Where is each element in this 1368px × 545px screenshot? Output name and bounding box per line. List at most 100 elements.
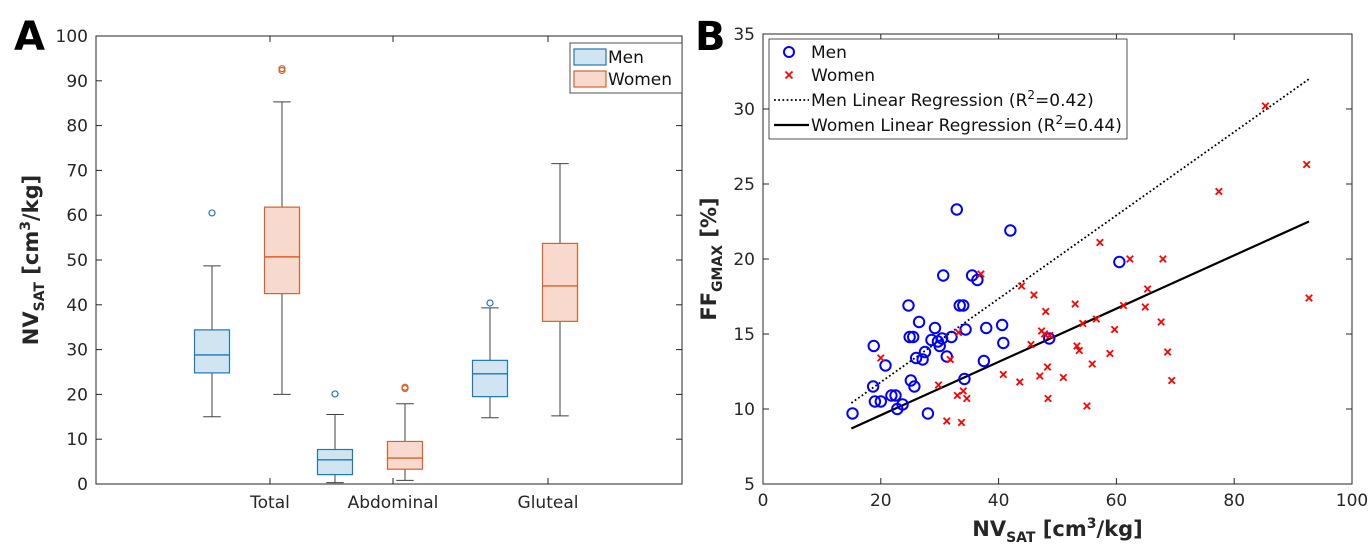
women-point-stroke — [1159, 255, 1167, 263]
women-point-stroke — [1041, 307, 1050, 316]
women-point-stroke — [1215, 187, 1223, 196]
women-point-stroke — [1017, 282, 1026, 290]
y-tick-label-a: 40 — [66, 296, 88, 316]
women-point-stroke — [1059, 373, 1068, 382]
women-point-stroke — [876, 354, 885, 362]
women-point-stroke — [954, 328, 963, 337]
men-point — [902, 299, 915, 312]
y-tick-label-b: 30 — [733, 100, 755, 120]
men-point — [916, 353, 929, 366]
women-point — [1027, 340, 1035, 349]
women-point-stroke — [934, 381, 943, 389]
y-tick-label-a: 90 — [66, 72, 88, 92]
men-point — [921, 407, 935, 420]
outlier-point — [208, 209, 216, 217]
women-point-stroke — [1035, 372, 1044, 380]
women-point — [1119, 301, 1128, 310]
women-point — [1071, 300, 1080, 308]
men-point — [945, 330, 958, 344]
women-point — [946, 355, 955, 364]
men-point — [928, 321, 942, 335]
women-point-stroke — [1071, 300, 1080, 308]
women-point-stroke — [1143, 285, 1152, 293]
y-tick-label-b: 20 — [733, 250, 755, 270]
women-point — [953, 391, 962, 400]
women-point-stroke — [959, 387, 968, 395]
x-tick-label-b: 100 — [1336, 491, 1368, 511]
women-point — [1044, 394, 1052, 403]
legend-label-women: Women — [811, 66, 875, 86]
men-point — [933, 339, 946, 353]
women-point — [1073, 342, 1081, 350]
men-point — [980, 321, 993, 335]
women-point — [1078, 319, 1087, 328]
women-point-stroke — [1106, 349, 1114, 358]
x-tick-label-b: 0 — [758, 491, 769, 511]
y-axis-label-b: FFGMAX [%] — [697, 197, 726, 320]
panel-letter-b: B — [695, 14, 726, 60]
men-point — [867, 339, 880, 353]
x-tick-label-a: Abdominal — [348, 493, 439, 513]
women-point — [1041, 307, 1050, 316]
women-point-stroke — [942, 417, 951, 425]
women-point-stroke — [1092, 315, 1101, 323]
panel-letter-a: A — [14, 14, 45, 60]
women-point-stroke — [1096, 238, 1104, 247]
men-point — [950, 203, 963, 216]
women-point-stroke — [946, 355, 955, 364]
plot-area-a — [95, 35, 683, 485]
women-point — [1059, 373, 1068, 382]
box — [263, 206, 301, 295]
men-point — [937, 269, 950, 282]
y-tick-label-a: 80 — [66, 117, 88, 137]
women-point — [1015, 378, 1024, 386]
women-point-stroke — [1302, 160, 1311, 169]
y-tick-label-a: 70 — [66, 161, 88, 181]
y-tick-label-b: 10 — [733, 400, 755, 420]
women-point-stroke — [1043, 363, 1052, 371]
women-point — [1106, 349, 1114, 358]
men-point — [1113, 255, 1126, 269]
men-point — [874, 395, 887, 408]
x-axis-label-b: NVSAT [cm3/kg] — [972, 516, 1142, 545]
outlier-point — [278, 65, 286, 73]
women-point-stroke — [1027, 340, 1035, 349]
women-point-stroke — [1163, 348, 1172, 356]
men-point — [908, 380, 921, 393]
women-point-stroke — [1141, 303, 1150, 311]
men-point — [879, 359, 892, 372]
legend-label-women-regression: Women Linear Regression (R2=0.44) — [811, 113, 1122, 136]
men-point — [889, 389, 902, 402]
women-point — [876, 354, 885, 362]
women-point — [1159, 255, 1167, 263]
women-point — [1043, 363, 1052, 371]
men-point — [912, 315, 926, 329]
legend-label-men-regression: Men Linear Regression (R2=0.42) — [811, 88, 1094, 111]
men-point — [885, 389, 898, 402]
men-point — [940, 350, 953, 363]
men-point — [1004, 224, 1017, 237]
y-tick-label-a: 60 — [66, 206, 88, 226]
women-point — [1030, 291, 1038, 299]
men-point — [896, 398, 909, 411]
panel-a: A 0 10 20 30 40 50 60 70 80 90 100 NVSAT [cm3/kg] Tot… — [14, 14, 683, 513]
women-point — [1143, 285, 1152, 293]
women-point — [957, 418, 966, 427]
women-point-stroke — [957, 418, 966, 427]
men-point — [906, 330, 920, 344]
men-point — [953, 299, 966, 312]
box — [386, 440, 424, 470]
women-point-stroke — [1261, 102, 1270, 110]
men-point — [957, 299, 970, 312]
outlier-point — [486, 299, 494, 307]
women-point — [934, 381, 943, 389]
women-point-stroke — [1157, 318, 1166, 326]
women-point-stroke — [1110, 325, 1119, 334]
y-tick-label-a: 50 — [66, 251, 88, 271]
men-point — [909, 351, 923, 365]
men-point — [958, 372, 971, 386]
women-point — [1215, 187, 1223, 196]
women-point — [1035, 372, 1044, 380]
y-tick-label-b: 25 — [733, 175, 755, 195]
y-tick-label-b: 35 — [733, 25, 755, 45]
